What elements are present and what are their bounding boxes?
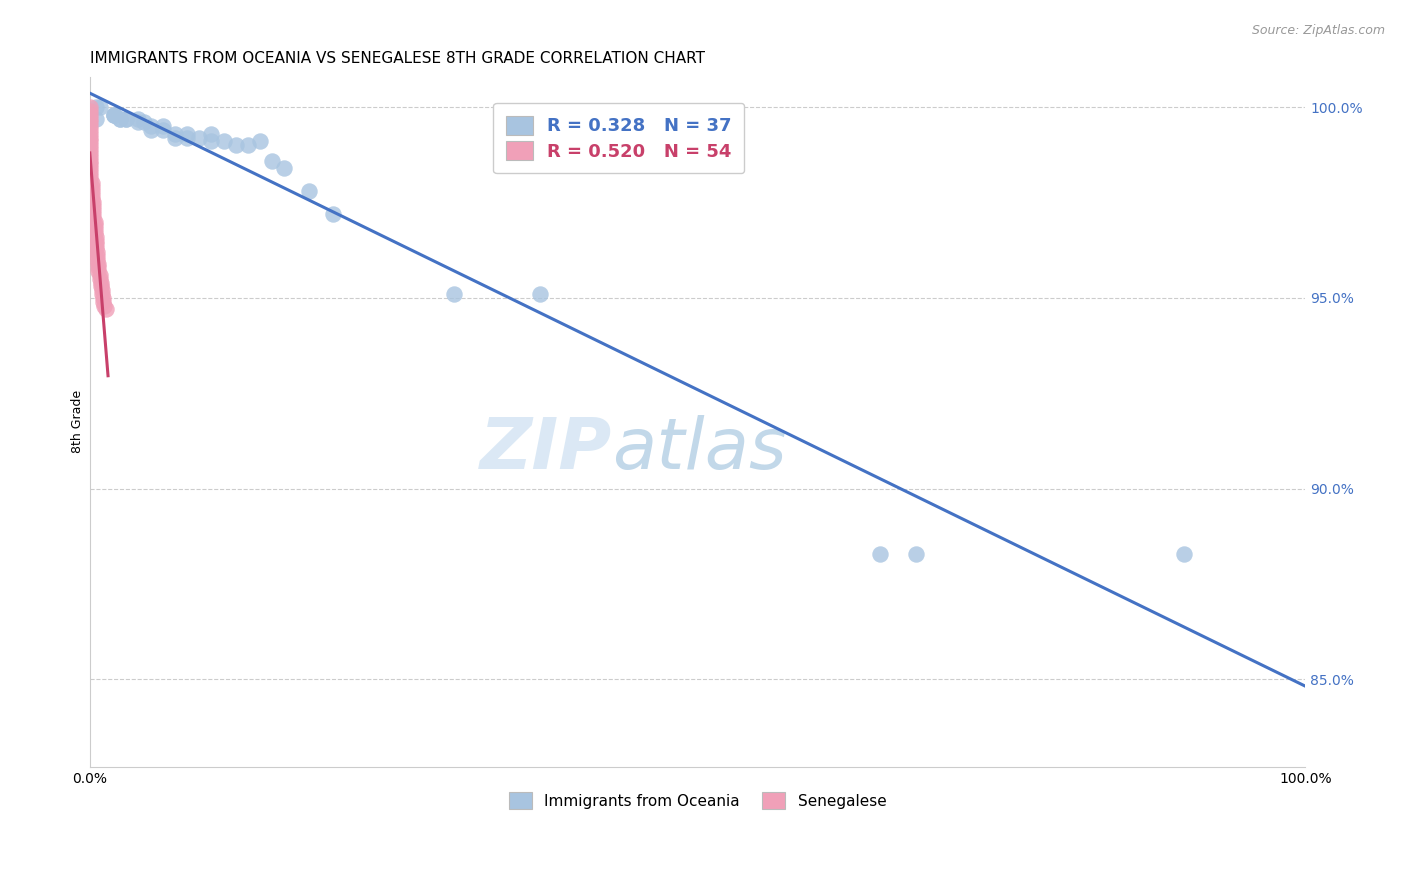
Point <box>115 112 138 126</box>
Point <box>79 165 101 179</box>
Point <box>91 294 114 309</box>
Point <box>79 119 101 133</box>
Point <box>84 100 107 114</box>
Point <box>79 172 101 186</box>
Point <box>79 142 101 156</box>
Point <box>79 135 101 149</box>
Point <box>83 226 105 240</box>
Point <box>84 241 107 255</box>
Point <box>84 234 107 248</box>
Point <box>91 287 114 301</box>
Point <box>82 207 104 221</box>
Point <box>163 127 186 141</box>
Point <box>273 161 295 176</box>
Point <box>163 130 186 145</box>
Point <box>212 135 235 149</box>
Point <box>82 180 104 194</box>
Point <box>322 207 344 221</box>
Point <box>79 161 101 176</box>
Point <box>1173 547 1195 561</box>
Point <box>103 108 125 122</box>
Point <box>139 123 162 137</box>
Text: ZIP: ZIP <box>481 415 613 484</box>
Point <box>79 100 101 114</box>
Point <box>152 123 174 137</box>
Point <box>79 127 101 141</box>
Point <box>83 214 105 228</box>
Point <box>89 268 111 282</box>
Point <box>103 108 125 122</box>
Point <box>84 230 107 244</box>
Point <box>82 177 104 191</box>
Point <box>134 115 156 129</box>
Text: Source: ZipAtlas.com: Source: ZipAtlas.com <box>1251 24 1385 37</box>
Y-axis label: 8th Grade: 8th Grade <box>72 391 84 453</box>
Point <box>87 264 110 278</box>
Text: IMMIGRANTS FROM OCEANIA VS SENEGALESE 8TH GRADE CORRELATION CHART: IMMIGRANTS FROM OCEANIA VS SENEGALESE 8T… <box>90 51 704 66</box>
Point <box>83 222 105 236</box>
Point <box>200 135 222 149</box>
Point <box>86 252 108 267</box>
Point <box>82 187 104 202</box>
Point <box>236 138 259 153</box>
Point <box>79 115 101 129</box>
Point <box>152 119 174 133</box>
Point <box>82 203 104 218</box>
Point <box>297 184 319 198</box>
Point <box>91 291 114 305</box>
Point <box>79 112 101 126</box>
Point <box>82 199 104 213</box>
Point <box>79 157 101 171</box>
Point <box>529 287 551 301</box>
Point <box>108 112 131 126</box>
Point <box>82 195 104 210</box>
Text: atlas: atlas <box>613 415 787 484</box>
Point <box>84 237 107 252</box>
Point <box>82 192 104 206</box>
Point <box>869 547 891 561</box>
Point <box>79 169 101 183</box>
Point <box>127 112 149 126</box>
Point <box>103 108 125 122</box>
Point <box>93 299 115 313</box>
Point <box>79 108 101 122</box>
Point <box>82 184 104 198</box>
Point <box>443 287 465 301</box>
Point <box>84 112 107 126</box>
Point <box>188 130 211 145</box>
Point <box>108 112 131 126</box>
Point <box>262 153 284 168</box>
Point <box>89 272 111 286</box>
Point <box>176 127 198 141</box>
Point <box>200 127 222 141</box>
Point <box>87 256 110 270</box>
Point <box>79 130 101 145</box>
Point <box>90 279 112 293</box>
Point <box>115 112 138 126</box>
Point <box>87 260 110 275</box>
Point <box>79 153 101 168</box>
Point <box>83 219 105 233</box>
Point <box>139 119 162 133</box>
Point <box>94 302 117 317</box>
Point <box>91 283 114 297</box>
Point <box>89 100 111 114</box>
Point <box>79 138 101 153</box>
Point <box>79 103 101 118</box>
Point <box>176 130 198 145</box>
Point <box>225 138 247 153</box>
Point <box>79 123 101 137</box>
Point <box>127 115 149 129</box>
Legend: Immigrants from Oceania, Senegalese: Immigrants from Oceania, Senegalese <box>503 786 893 815</box>
Point <box>79 150 101 164</box>
Point <box>82 211 104 225</box>
Point <box>86 249 108 263</box>
Point <box>79 145 101 160</box>
Point <box>86 245 108 260</box>
Point <box>905 547 928 561</box>
Point <box>249 135 271 149</box>
Point <box>90 276 112 290</box>
